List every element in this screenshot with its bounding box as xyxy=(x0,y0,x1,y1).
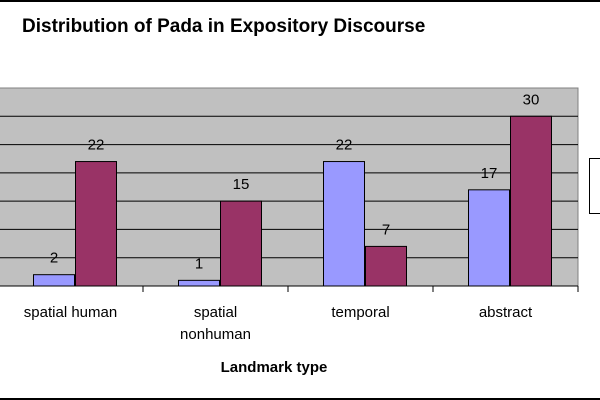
data-label: 30 xyxy=(523,91,540,108)
category-label: temporal xyxy=(331,304,389,321)
bar xyxy=(178,279,220,287)
data-label: 17 xyxy=(481,165,498,182)
data-label: 7 xyxy=(382,221,390,238)
bar xyxy=(33,274,75,287)
bar xyxy=(510,115,552,287)
category-label: nonhuman xyxy=(180,326,251,343)
data-label: 2 xyxy=(50,250,58,267)
bar xyxy=(75,161,117,287)
bar xyxy=(365,245,407,287)
bar xyxy=(220,200,262,287)
chart-title: Distribution of Pada in Expository Disco… xyxy=(22,16,426,37)
data-label: 22 xyxy=(88,137,105,154)
bar xyxy=(323,161,365,287)
category-label: spatial xyxy=(194,304,237,321)
x-axis-label: Landmark type xyxy=(221,359,328,376)
category-label: abstract xyxy=(479,304,533,321)
data-label: 22 xyxy=(336,137,353,154)
data-label: 15 xyxy=(233,176,250,193)
legend-box xyxy=(589,158,600,214)
category-label: spatial human xyxy=(24,304,117,321)
data-label: 1 xyxy=(195,255,203,272)
bar xyxy=(468,189,510,287)
